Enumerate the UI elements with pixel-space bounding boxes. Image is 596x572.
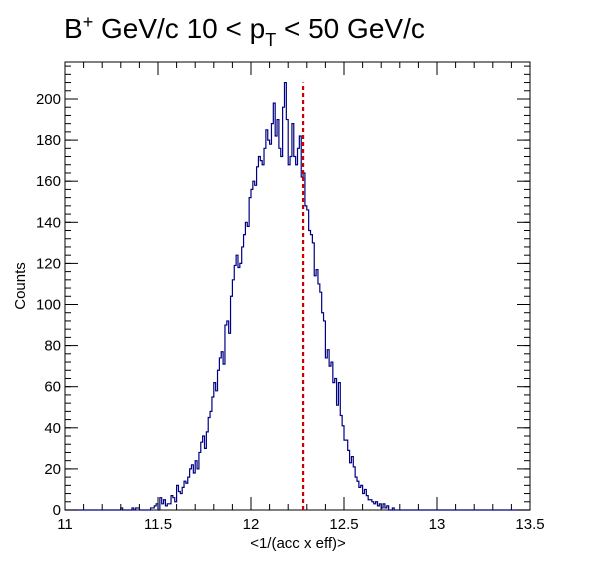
x-tick-label: 13 xyxy=(429,516,446,533)
y-tick-label: 180 xyxy=(36,132,61,149)
title-mid: GeV/c 10 < p xyxy=(93,13,265,44)
y-tick-label: 140 xyxy=(36,214,61,231)
y-tick-label: 160 xyxy=(36,173,61,190)
title-prefix: B xyxy=(64,13,83,44)
histogram-series xyxy=(65,81,530,511)
y-tick-label: 60 xyxy=(44,379,61,396)
x-axis-label: <1/(acc x eff)> xyxy=(250,535,346,552)
chart-title: B+ GeV/c 10 < pT < 50 GeV/c xyxy=(64,12,425,50)
x-tick-label: 11.5 xyxy=(144,516,172,533)
plot-area: 11 11.5 12 12.5 13 13.5 0 20 40 60 80 100 120 140 160 1… xyxy=(36,61,545,533)
plot-frame xyxy=(64,61,531,511)
y-axis-label: Counts xyxy=(12,262,29,310)
y-tick-label: 100 xyxy=(36,296,61,313)
title-prefix-superscript: + xyxy=(83,12,94,32)
y-tick-label: 80 xyxy=(44,338,61,355)
x-tick-label: 11 xyxy=(57,516,73,533)
x-tick-label: 13.5 xyxy=(515,516,544,533)
x-tick-label: 12.5 xyxy=(329,516,358,533)
y-tick-label: 20 xyxy=(44,461,61,478)
y-tick-label: 200 xyxy=(36,91,61,108)
y-tick-label: 40 xyxy=(44,420,61,437)
y-tick-label: 0 xyxy=(53,502,61,519)
title-suffix: < 50 GeV/c xyxy=(276,13,425,44)
y-tick-label: 120 xyxy=(36,255,61,272)
x-tick-label: 12 xyxy=(243,516,260,533)
title-mid-subscript: T xyxy=(265,30,276,50)
